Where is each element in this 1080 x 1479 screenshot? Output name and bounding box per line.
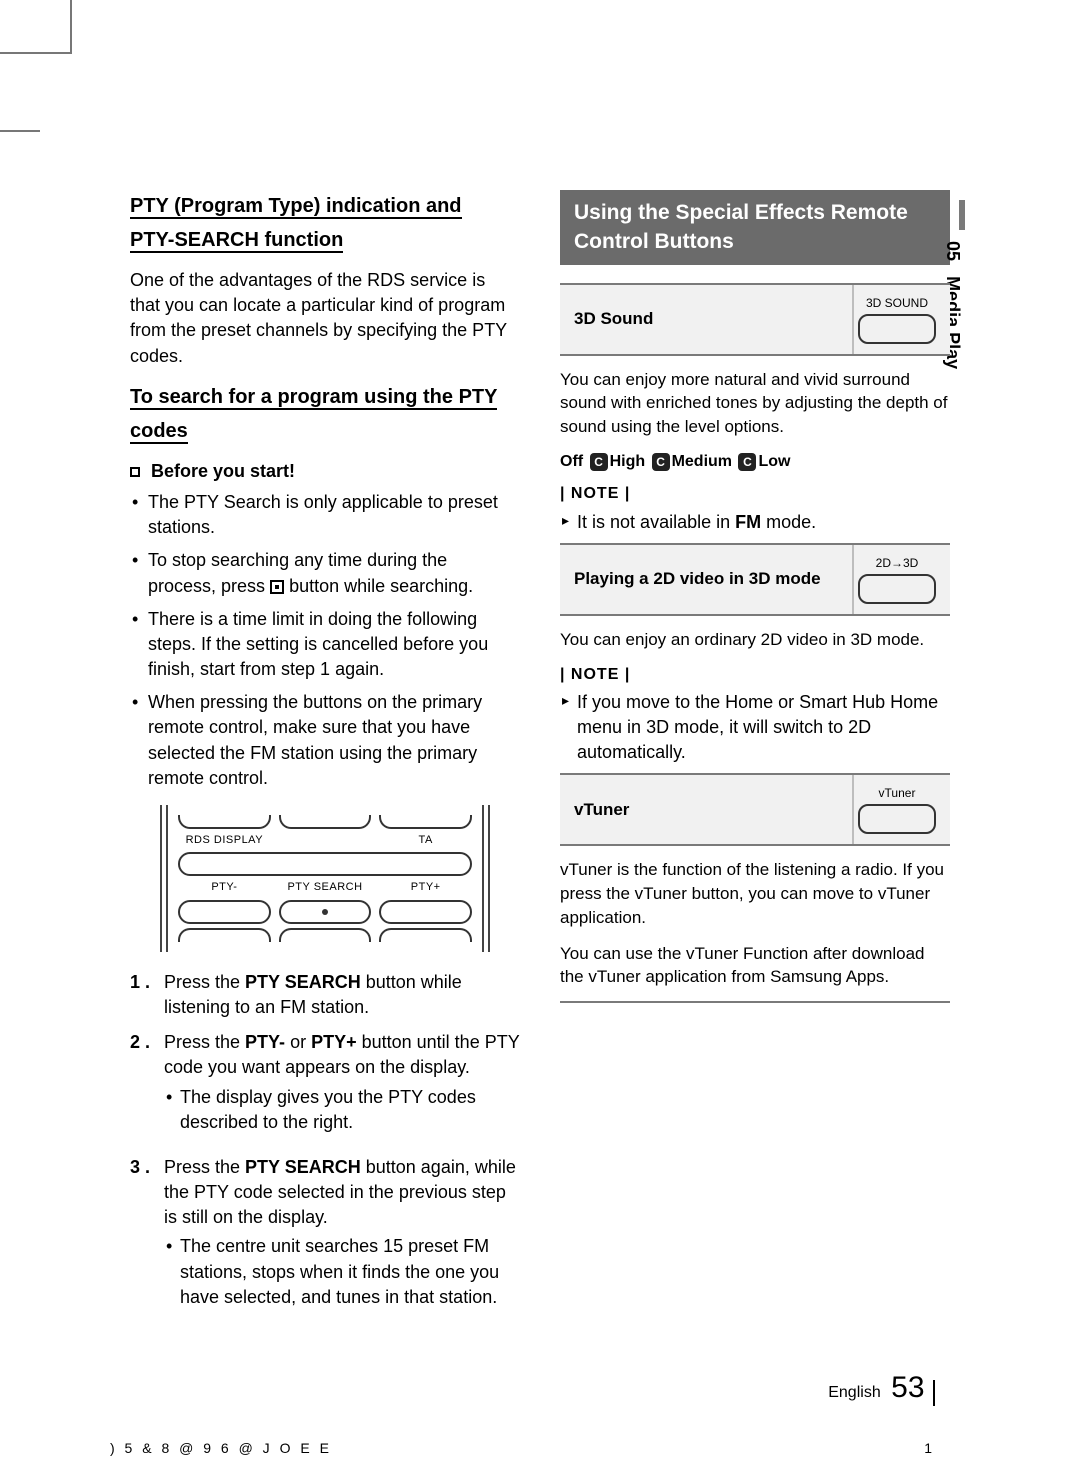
remote-button-icon: 2D→3D (858, 555, 936, 604)
feature-text: vTuner is the function of the listening … (560, 858, 950, 929)
feature-box-vtuner: vTuner vTuner (560, 773, 950, 846)
arrow-icon: C (590, 453, 608, 471)
crop-mark (70, 0, 72, 52)
remote-label-ta: TA (379, 833, 472, 848)
right-column: Using the Special Effects Remote Control… (560, 190, 950, 1330)
remote-label-pty-plus: PTY+ (379, 880, 472, 895)
paragraph-intro: One of the advantages of the RDS service… (130, 268, 520, 369)
step-item: 1 . Press the PTY SEARCH button while li… (130, 970, 520, 1020)
step-item: 2 . Press the PTY- or PTY+ button until … (130, 1030, 520, 1145)
page-footer: English 53 (828, 1367, 935, 1409)
bullet-item: When pressing the buttons on the primary… (148, 690, 520, 791)
heading-pty: PTY (Program Type) indication and PTY-SE… (130, 190, 520, 258)
footer-lang: English (828, 1384, 880, 1401)
square-bullet-icon (130, 467, 140, 477)
heading-pty-line2: PTY-SEARCH function (130, 229, 343, 253)
heading-pty-line1: PTY (Program Type) indication and (130, 195, 462, 219)
footer-right: 1 (924, 1439, 932, 1459)
before-you-start-label: Before you start! (130, 459, 520, 484)
bullet-item: The PTY Search is only applicable to pre… (148, 490, 520, 540)
bullet-item: There is a time limit in doing the follo… (148, 607, 520, 683)
crop-mark (0, 52, 72, 54)
section-banner: Using the Special Effects Remote Control… (560, 190, 950, 265)
remote-diagram: RDS DISPLAY TA PTY- PTY SEARCH PTY+ (160, 805, 490, 952)
stop-icon (270, 580, 284, 594)
note-heading: NOTE (560, 664, 950, 686)
footer-code: ) 5 & 8 @ 9 6 @ J O E E (110, 1439, 332, 1459)
feature-box-2d-3d: Playing a 2D video in 3D mode 2D→3D (560, 543, 950, 616)
chapter-number: 05 (943, 241, 963, 261)
arrow-icon: C (738, 453, 756, 471)
divider (560, 1001, 950, 1003)
feature-text: You can enjoy an ordinary 2D video in 3D… (560, 628, 950, 652)
remote-button-icon: vTuner (858, 785, 936, 834)
chapter-bar (959, 200, 965, 230)
feature-box-3d-sound: 3D Sound 3D SOUND (560, 283, 950, 356)
bullet-list: The PTY Search is only applicable to pre… (130, 490, 520, 791)
crop-mark (0, 130, 40, 132)
steps-list: 1 . Press the PTY SEARCH button while li… (130, 970, 520, 1320)
footer-bar-icon (933, 1380, 935, 1406)
note-item: If you move to the Home or Smart Hub Hom… (560, 690, 950, 766)
page-content: PTY (Program Type) indication and PTY-SE… (0, 0, 1080, 1390)
page-number: 53 (891, 1371, 924, 1404)
sub-bullet: The centre unit searches 15 preset FM st… (180, 1234, 520, 1310)
step-item: 3 . Press the PTY SEARCH button again, w… (130, 1155, 520, 1320)
sub-bullet: The display gives you the PTY codes desc… (180, 1085, 520, 1135)
heading-search-line1: To search for a program using the PTY (130, 386, 497, 410)
heading-search-line2: codes (130, 420, 188, 444)
note-heading: NOTE (560, 483, 950, 505)
remote-label-pty-search: PTY SEARCH (279, 880, 372, 895)
heading-search: To search for a program using the PTY co… (130, 381, 520, 449)
remote-button-icon: 3D SOUND (858, 295, 936, 344)
feature-label: 3D Sound (574, 307, 653, 331)
level-options: Off CHigh CMedium CLow (560, 451, 950, 473)
note-item: It is not available in FM mode. (560, 510, 950, 535)
arrow-icon: C (652, 453, 670, 471)
left-column: PTY (Program Type) indication and PTY-SE… (130, 190, 520, 1330)
feature-text: You can use the vTuner Function after do… (560, 942, 950, 990)
remote-label-rds: RDS DISPLAY (178, 833, 271, 848)
feature-text: You can enjoy more natural and vivid sur… (560, 368, 950, 439)
bullet-item: To stop searching any time during the pr… (148, 548, 520, 598)
feature-label: Playing a 2D video in 3D mode (574, 567, 821, 591)
feature-label: vTuner (574, 798, 629, 822)
remote-label-pty-minus: PTY- (178, 880, 271, 895)
